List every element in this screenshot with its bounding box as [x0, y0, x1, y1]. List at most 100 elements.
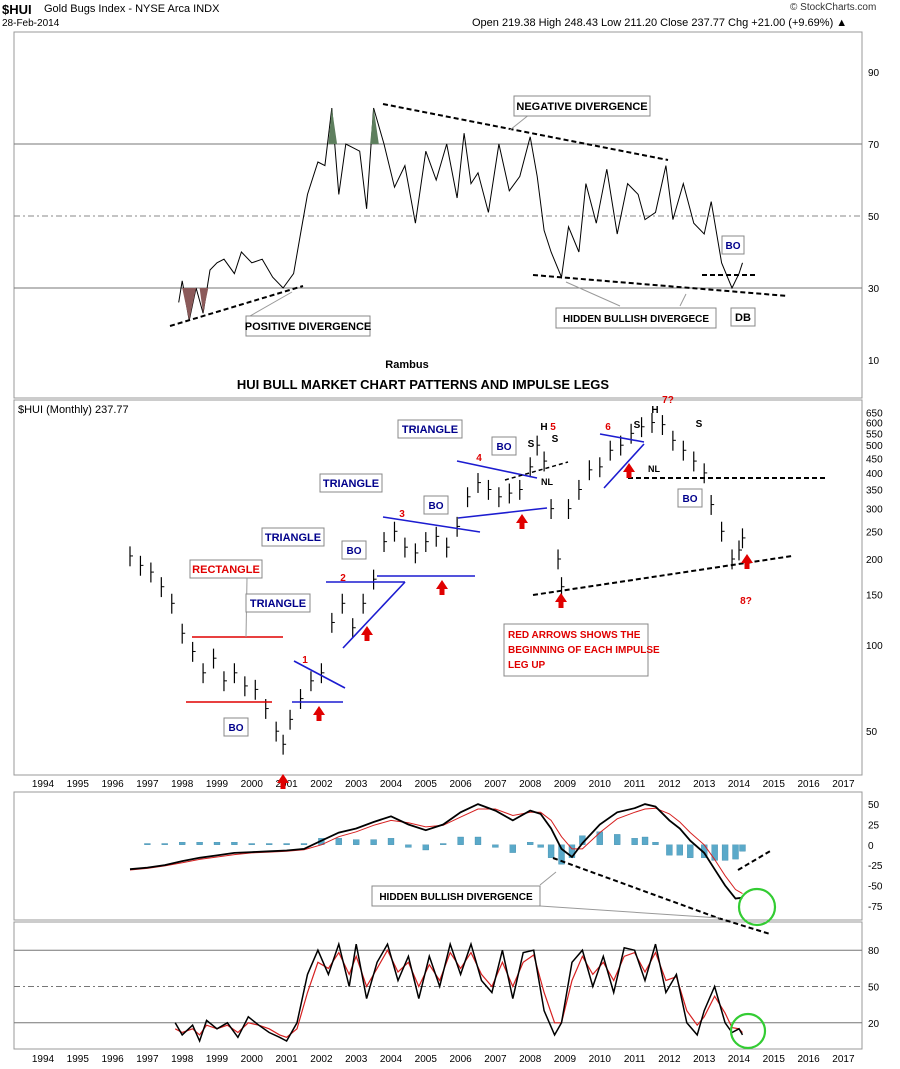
price-panel-frame	[13, 399, 863, 776]
macd-panel-frame	[13, 791, 863, 921]
bo-label-2-box	[341, 540, 367, 560]
macd-histogram-bar	[652, 842, 659, 845]
macd-histogram-bar	[474, 836, 482, 845]
macd-histogram-bar	[457, 836, 464, 845]
macd-hidden-div-line-ext	[717, 917, 771, 935]
x-tick-price-2006: 2006	[449, 779, 472, 790]
price-tick-500: 500	[866, 441, 883, 452]
macd-histogram-bar	[179, 842, 186, 845]
stoch-signal-line	[174, 948, 743, 1038]
price-tick-400: 400	[866, 469, 883, 480]
watermark: © StockCharts.com	[790, 2, 877, 13]
index-name: Gold Bugs Index - NYSE Arca INDX	[44, 3, 220, 15]
macd-histogram-bar	[231, 842, 238, 845]
negative-divergence-line	[382, 103, 669, 161]
x-tick-price-1994: 1994	[32, 779, 55, 790]
impulse-4: 4	[476, 453, 482, 464]
impulse-7: 7?	[662, 395, 674, 406]
impulse-arrow-1	[277, 774, 289, 789]
x-tick-price-2001: 2001	[275, 779, 298, 790]
x-tick-price-1998: 1998	[171, 779, 194, 790]
rsi-tick-10: 10	[868, 356, 880, 367]
positive-divergence-label-box	[245, 315, 371, 337]
callout-hidden-b	[679, 293, 687, 307]
x-tick-price-2007: 2007	[484, 779, 507, 790]
macd-bo-line	[737, 849, 773, 871]
db-label: DB	[735, 312, 751, 324]
triangle3-upper	[382, 516, 481, 533]
rambus-label: Rambus	[385, 359, 428, 371]
red-arrows-note-line: LEG UP	[508, 660, 546, 671]
triangle-label-4: TRIANGLE	[402, 424, 458, 436]
red-arrows-note-line: BEGINNING OF EACH IMPULSE	[508, 645, 660, 656]
red-arrows-note-line: RED ARROWS SHOWS THE	[508, 630, 641, 641]
macd-tick--75: -75	[868, 902, 883, 913]
macd-histogram-bar	[527, 842, 534, 845]
callout-macd-b	[539, 905, 721, 919]
impulse-3: 3	[399, 509, 405, 520]
x-tick-stoch-1995: 1995	[67, 1054, 90, 1065]
impulse-arrow-4	[436, 580, 448, 595]
bo-label-4-box	[491, 436, 517, 456]
macd-tick-0: 0	[868, 841, 874, 852]
macd-histogram-bar	[144, 843, 151, 845]
x-tick-price-2015: 2015	[763, 779, 786, 790]
x-tick-stoch-2010: 2010	[589, 1054, 612, 1065]
x-tick-price-1995: 1995	[67, 779, 90, 790]
bo-label-1-box	[223, 717, 249, 737]
macd-histogram-bar	[739, 844, 746, 852]
x-tick-price-1997: 1997	[136, 779, 159, 790]
macd-histogram-bar	[335, 838, 342, 845]
price-tick-350: 350	[866, 485, 883, 496]
x-tick-stoch-1998: 1998	[171, 1054, 194, 1065]
callout-hidden-a	[565, 281, 621, 307]
x-tick-price-2017: 2017	[832, 779, 855, 790]
shoulder-right-1: S	[552, 434, 559, 445]
x-tick-stoch-2000: 2000	[241, 1054, 264, 1065]
db-label-box	[730, 307, 756, 327]
macd-hidden-div-line	[552, 857, 719, 919]
rsi-panel-frame	[13, 31, 863, 399]
price-legend: $HUI (Monthly) 237.77	[18, 404, 129, 416]
macd-histogram-bar	[353, 839, 360, 845]
macd-histogram-bar	[641, 836, 649, 845]
impulse-arrow-8	[741, 554, 753, 569]
macd-histogram-bar	[537, 844, 544, 848]
rsi-overbought-fill	[328, 108, 379, 144]
x-tick-stoch-1999: 1999	[206, 1054, 229, 1065]
lower-trendline	[532, 555, 793, 596]
macd-histogram-bar	[266, 843, 273, 845]
impulse-8: 8?	[740, 596, 752, 607]
macd-histogram-bar	[387, 838, 395, 845]
macd-signal-line	[129, 807, 743, 895]
macd-green-circle	[737, 887, 777, 927]
stoch-line	[174, 941, 744, 1044]
macd-histogram-bar	[631, 838, 638, 845]
x-tick-stoch-2002: 2002	[310, 1054, 333, 1065]
triangle-label-3: TRIANGLE	[323, 478, 379, 490]
price-tick-250: 250	[866, 527, 883, 538]
neckline-1	[504, 461, 569, 481]
triangle4-upper	[456, 460, 538, 479]
head-label-1: H	[540, 422, 547, 433]
x-tick-stoch-2015: 2015	[763, 1054, 786, 1065]
price-tick-650: 650	[866, 409, 883, 420]
hidden-bullish-divergece-label-box	[555, 307, 717, 329]
price-tick-200: 200	[866, 555, 883, 566]
nl-label-2: NL	[648, 464, 660, 474]
ohlc-readout: Open 219.38 High 248.43 Low 211.20 Close…	[472, 17, 848, 29]
triangle5-lower	[603, 443, 645, 489]
macd-histogram-bar	[687, 844, 694, 858]
x-tick-price-1999: 1999	[206, 779, 229, 790]
macd-histogram-bar	[666, 844, 673, 856]
chart-date: 28-Feb-2014	[2, 18, 60, 29]
rsi-panel: 10 30 50 70 90	[14, 68, 880, 367]
x-tick-price-2002: 2002	[310, 779, 333, 790]
macd-tick--50: -50	[868, 881, 883, 892]
nl-label-1: NL	[541, 477, 553, 487]
price-tick-600: 600	[866, 419, 883, 430]
triangle-label-2-box	[261, 527, 325, 547]
